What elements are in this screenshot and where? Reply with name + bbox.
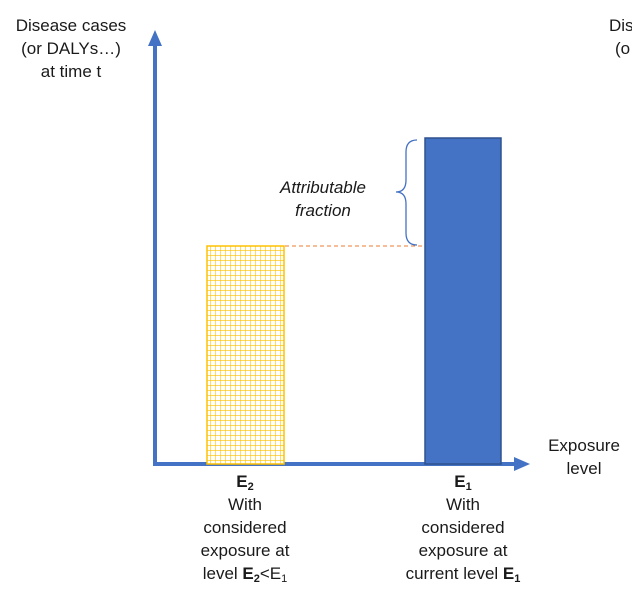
e1-caption: E1 With considered exposure at current l… [383,470,543,585]
x-axis-label-line2: level [566,459,602,478]
bar-e1 [424,137,502,465]
attributable-fraction-line1: Attributable [280,178,366,197]
attributable-fraction-line2: fraction [295,201,351,220]
e1-level-label: E1 [454,472,472,493]
y-axis-arrowhead [148,30,162,46]
x-axis-label: Exposure level [536,434,632,480]
y-axis-label: Disease cases (or DALYs…) at time t [0,14,142,83]
attributable-fraction-label: Attributable fraction [248,176,398,222]
y-axis-label-line1: Disease cases [15,16,127,35]
clipped-y-label-line2: (o [615,39,631,58]
clipped-y-label: Dis (o [609,14,632,60]
e1-desc-line1: With [446,495,480,514]
e1-desc-line4: current level E1 [405,564,521,585]
e1-desc-line3: exposure at [418,541,508,560]
y-axis-label-line2: (or DALYs…) [21,39,121,58]
x-axis-arrowhead [514,457,530,471]
y-axis-label-line3: at time t [40,62,102,81]
e2-desc-line3: exposure at [200,541,290,560]
clipped-y-label-line1: Dis [609,16,632,35]
x-axis-label-line1: Exposure [548,436,620,455]
attributable-bracket [395,139,418,246]
e2-desc-line2: considered [203,518,287,537]
bar-e2-hatch [206,245,285,465]
e2-desc-line4: level E2<E1 [202,564,288,585]
e2-desc-line1: With [228,495,262,514]
e1-desc-line2: considered [421,518,505,537]
e2-level-label: E2 [236,472,254,493]
e2-caption: E2 With considered exposure at level E2<… [170,470,320,585]
